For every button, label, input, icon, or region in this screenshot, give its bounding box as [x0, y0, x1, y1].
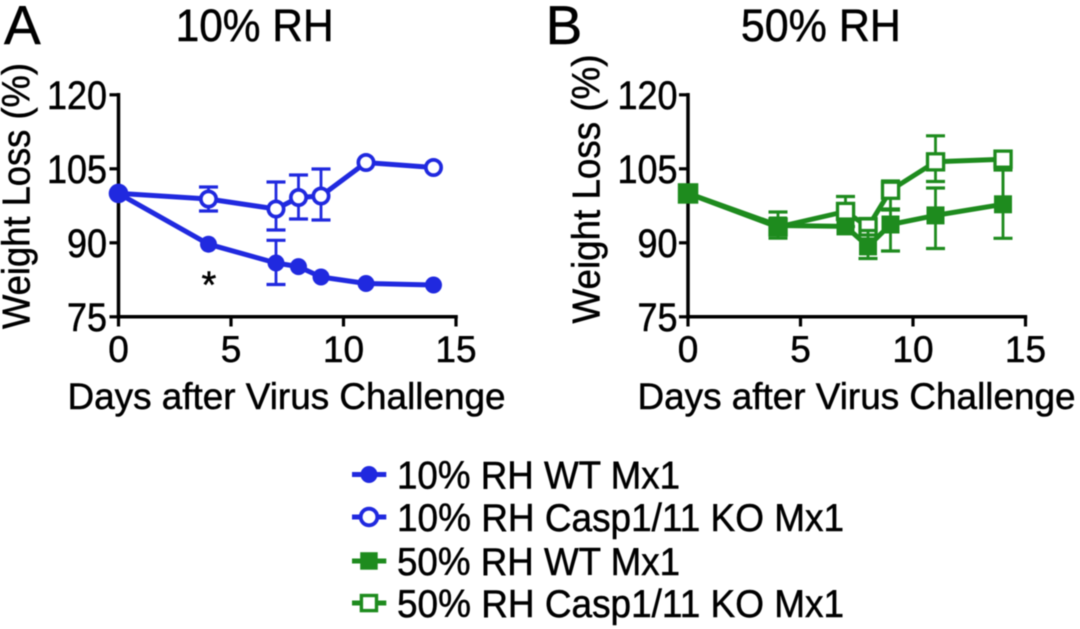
svg-text:*: * — [202, 265, 217, 307]
svg-text:Weight Loss (%): Weight Loss (%) — [0, 63, 39, 329]
svg-text:50% RH: 50% RH — [741, 0, 901, 51]
svg-text:15: 15 — [435, 329, 476, 370]
svg-text:50% RH Casp1/11 KO Mx1: 50% RH Casp1/11 KO Mx1 — [397, 583, 844, 626]
svg-text:10% RH Casp1/11 KO Mx1: 10% RH Casp1/11 KO Mx1 — [397, 497, 844, 540]
svg-text:120: 120 — [618, 74, 678, 118]
svg-text:0: 0 — [678, 329, 699, 370]
svg-text:A: A — [4, 0, 41, 56]
svg-text:10: 10 — [892, 329, 933, 370]
svg-text:Days after Virus Challenge: Days after Virus Challenge — [638, 376, 1076, 417]
svg-text:120: 120 — [47, 74, 107, 118]
svg-text:105: 105 — [47, 148, 107, 192]
svg-text:50% RH WT Mx1: 50% RH WT Mx1 — [397, 541, 680, 584]
svg-text:10% RH WT Mx1: 10% RH WT Mx1 — [397, 455, 680, 498]
svg-text:5: 5 — [221, 329, 242, 370]
svg-text:Days after Virus Challenge: Days after Virus Challenge — [68, 376, 506, 417]
svg-text:5: 5 — [790, 329, 811, 370]
svg-text:10% RH: 10% RH — [176, 0, 334, 51]
svg-text:105: 105 — [618, 148, 678, 192]
svg-text:75: 75 — [638, 296, 678, 340]
svg-text:B: B — [546, 0, 583, 56]
svg-text:10: 10 — [323, 329, 364, 370]
svg-text:90: 90 — [67, 222, 107, 266]
svg-text:Weight Loss (%): Weight Loss (%) — [566, 55, 609, 324]
svg-text:0: 0 — [108, 329, 129, 370]
svg-text:75: 75 — [67, 296, 107, 340]
svg-text:90: 90 — [638, 222, 678, 266]
svg-text:15: 15 — [1005, 329, 1046, 370]
